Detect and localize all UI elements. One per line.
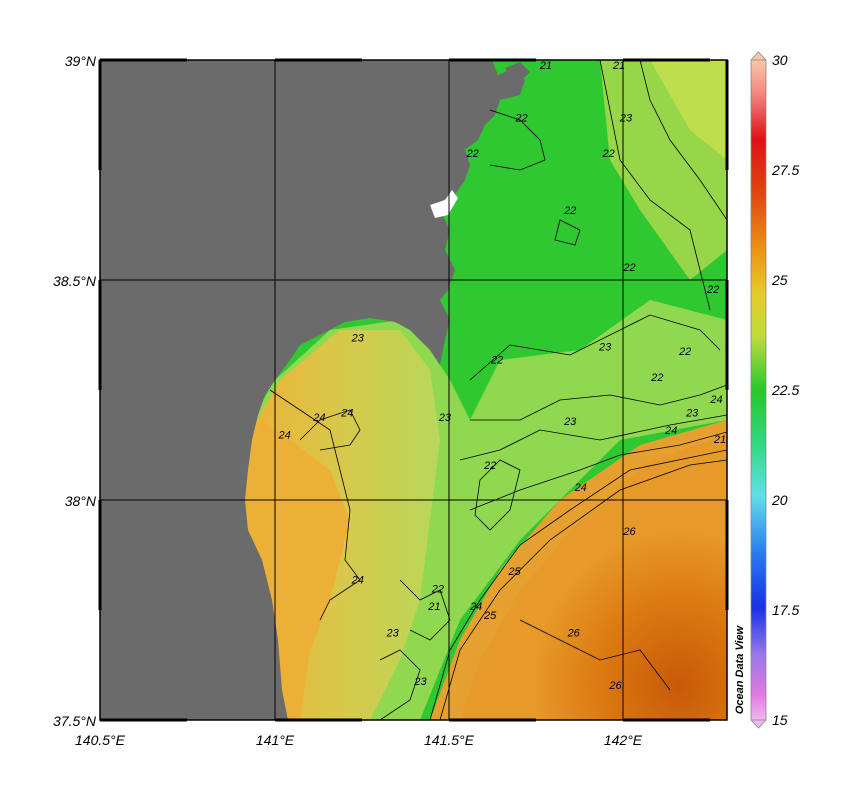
contour-label-22: 22: [706, 284, 719, 296]
lat-label-37-5: 37.5°N: [53, 713, 97, 729]
colorbar-tick-27-5: 27.5: [771, 162, 799, 178]
lon-label-141-5: 141.5°E: [424, 732, 475, 748]
contour-label-23: 23: [685, 407, 699, 419]
colorbar-tick-17-5: 17.5: [772, 602, 799, 618]
contour-label-21: 21: [612, 60, 625, 72]
contour-label-26: 26: [622, 526, 636, 538]
contour-labels: 21 21 22 23 22 22 22 22 22 23 22 23 22 22 23 24 24 24 24 23…: [277, 60, 726, 692]
contour-label-24: 24: [709, 394, 722, 406]
sea-warm-northeast-core: [650, 60, 727, 160]
contour-label-23: 23: [619, 113, 633, 125]
contour-label-22: 22: [650, 372, 663, 384]
contour-label-23: 23: [413, 676, 427, 688]
frame-ticks: [98, 58, 729, 722]
contour-label-23: 23: [385, 627, 399, 639]
contour-label-24: 24: [312, 412, 325, 424]
colorbar-tick-15: 15: [772, 712, 788, 728]
map-field: 21 21 22 23 22 22 22 22 22 23 22 23 22 22 23 24 24 24 24 23…: [100, 60, 727, 720]
colorbar-tick-30: 30: [772, 52, 788, 68]
colorbar-tick-22-5: 22.5: [771, 382, 799, 398]
lat-axis-labels: 39°N 38.5°N 38°N 37.5°N: [53, 53, 97, 729]
colorbar-tick-25: 25: [771, 272, 788, 288]
contour-label-23: 23: [563, 416, 577, 428]
contour-label-22: 22: [514, 113, 527, 125]
ocean-data-view-credit: Ocean Data View: [734, 624, 746, 714]
contour-label-26: 26: [567, 627, 581, 639]
contour-label-25: 25: [507, 566, 521, 578]
contour-label-22: 22: [622, 262, 635, 274]
graticule: [100, 60, 727, 720]
contour-label-22: 22: [678, 346, 691, 358]
island-north: [505, 62, 530, 80]
contour-label-23: 23: [598, 341, 612, 353]
land-mass: [100, 60, 525, 720]
contour-label-24: 24: [664, 425, 677, 437]
lon-label-141: 141°E: [256, 732, 295, 748]
lon-label-140-5: 140.5°E: [75, 732, 126, 748]
colorbar-tick-20: 20: [771, 492, 788, 508]
contour-label-23: 23: [438, 412, 452, 424]
contour-label-21: 21: [539, 60, 552, 72]
lon-label-142: 142°E: [604, 732, 643, 748]
colorbar-gradient: [751, 60, 766, 720]
contour-label-22: 22: [490, 355, 503, 367]
lat-label-38: 38°N: [65, 493, 97, 509]
contour-label-24: 24: [277, 429, 290, 441]
contour-label-22: 22: [563, 205, 576, 217]
sea-warm-southeast: [460, 435, 727, 720]
lat-label-38-5: 38.5°N: [53, 273, 97, 289]
colorbar-top-arrow: [750, 51, 767, 61]
colorbar-frame: [750, 59, 767, 721]
contour-label-24: 24: [351, 575, 364, 587]
contour-label-24: 24: [340, 407, 353, 419]
land-cloud-gap: [430, 190, 458, 218]
contour-label-26: 26: [608, 680, 622, 692]
contour-label-22: 22: [431, 583, 444, 595]
lat-label-39: 39°N: [65, 53, 97, 69]
contour-label-24: 24: [469, 601, 482, 613]
contour-lines: [269, 60, 727, 720]
contour-label-21: 21: [427, 601, 440, 613]
colorbar: 30 27.5 25 22.5 20 17.5 15 Ocean Data Vi…: [734, 51, 799, 729]
contour-label-23: 23: [351, 333, 365, 345]
contour-label-22: 22: [466, 148, 479, 160]
colorbar-bottom-arrow: [750, 719, 767, 729]
contour-label-22: 22: [601, 148, 614, 160]
contour-label-21: 21: [713, 434, 726, 446]
contour-label-24: 24: [574, 482, 587, 494]
contour-label-22: 22: [483, 460, 496, 472]
contour-label-25: 25: [483, 610, 497, 622]
lon-axis-labels: 140.5°E 141°E 141.5°E 142°E: [75, 732, 643, 748]
